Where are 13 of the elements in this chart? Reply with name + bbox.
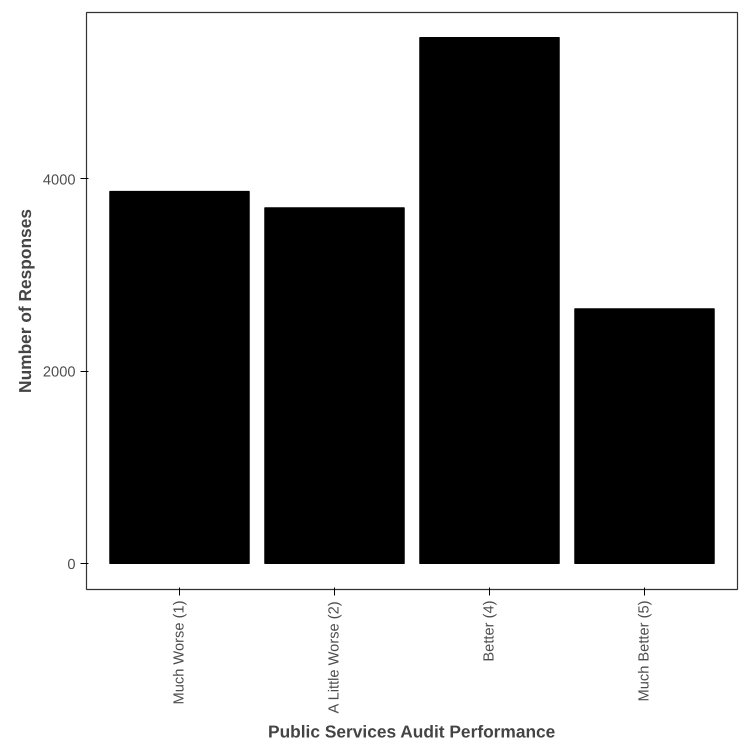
x-tick-label: Much Worse (1) [172, 600, 188, 704]
x-tick-label: Much Better (5) [636, 600, 652, 702]
bar [419, 37, 560, 564]
y-tick-label: 4000 [42, 172, 76, 188]
y-axis-title: Number of Responses [14, 209, 35, 393]
bar [574, 308, 715, 564]
bar [264, 207, 405, 564]
y-tick-label: 2000 [42, 364, 76, 381]
y-tick-label: 0 [67, 557, 76, 574]
x-tick-label: Better (4) [482, 600, 498, 662]
bar [109, 190, 250, 564]
x-tick-label: A Little Worse (2) [326, 601, 342, 714]
x-axis-title: Public Services Audit Performance [268, 721, 556, 742]
